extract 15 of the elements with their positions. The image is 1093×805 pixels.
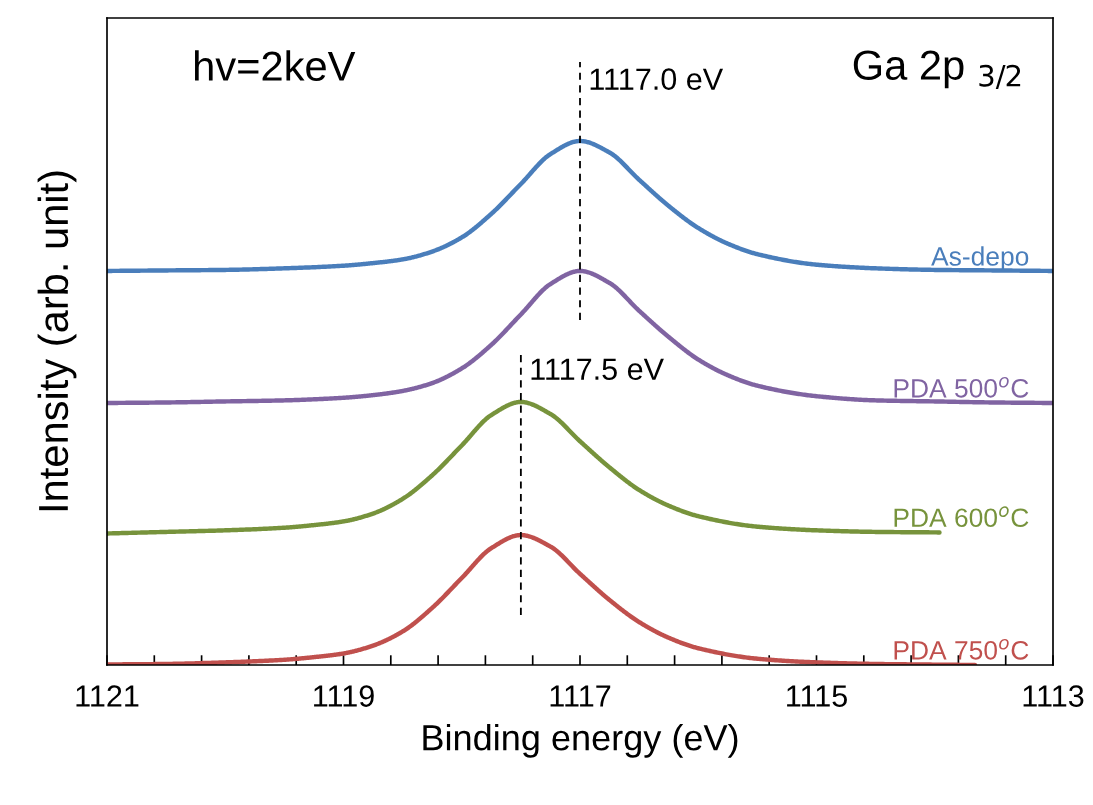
x-tick-label: 1117 (550, 685, 611, 707)
x-tick-label: 1113 (1023, 685, 1084, 707)
x-axis-title: Binding energy (eV) (423, 724, 738, 758)
series-label: PDA 500$^{o}$C (894, 376, 1029, 398)
ref-line-label: 1117.5 eV (531, 358, 664, 380)
x-tick-label: 1115 (787, 685, 847, 707)
series-label: PDA 600$^{o}$C (894, 506, 1029, 528)
series-label: PDA 750$^{o}$C (894, 638, 1029, 660)
y-axis-title: Intensity (arb. unit) (37, 171, 77, 511)
x-tick-label: 1121 (76, 685, 139, 707)
text: Ga 2p $_{3/2}$ (853, 50, 1021, 90)
x-tick-label: 1119 (314, 685, 374, 707)
text: hv=2keV (195, 50, 356, 81)
ref-line-label: 1117.0 eV (590, 68, 724, 90)
series-label: As-depo (931, 246, 1029, 271)
